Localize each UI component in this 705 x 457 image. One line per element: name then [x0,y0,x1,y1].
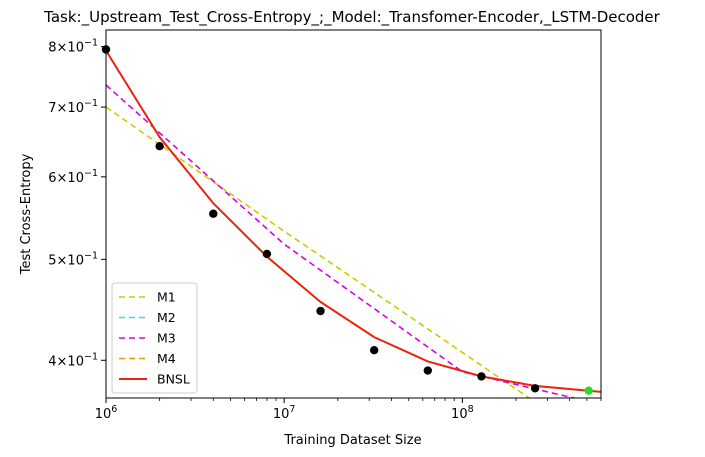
data-point [155,142,164,151]
legend-label-bnsl: BNSL [157,372,190,387]
chart-title: Task:_Upstream_Test_Cross-Entropy_;_Mode… [43,8,660,27]
y-tick-label: 8×10−1 [48,38,98,56]
plot-area [101,29,602,399]
x-axis-label: Training Dataset Size [283,433,421,448]
x-tick-label: 107 [273,404,296,422]
legend-label-m2: M2 [157,310,176,325]
y-axis: 8×10−1 7×10−1 6×10−1 5×10−1 4×10−1 [48,38,106,369]
y-tick-label: 5×10−1 [48,250,98,268]
series-line-m3 [106,84,578,398]
data-point [530,384,540,393]
plot-frame [105,29,602,399]
legend-label-m4: M4 [157,351,176,366]
x-axis: 106 107 108 [95,398,602,422]
legend-frame [111,282,198,394]
data-point [316,306,325,316]
legend-label-m3: M3 [157,331,176,346]
x-tick-label: 106 [95,404,118,422]
y-axis-label: Test Cross-Entropy [19,153,34,275]
y-tick-label: 7×10−1 [48,98,98,116]
data-point [369,346,379,355]
legend: M1 M2 M3 M4 BNSL [111,282,198,394]
series-layer [106,50,601,398]
y-tick-label: 4×10−1 [48,351,98,369]
y-tick-label: 6×10−1 [48,168,98,186]
data-point [262,249,272,259]
series-line-bnsl [106,50,601,393]
data-point [209,209,218,218]
points-layer [101,45,593,395]
data-point [584,386,593,395]
legend-label-m1: M1 [157,290,176,305]
x-tick-label: 108 [451,404,474,422]
data-point [423,366,433,375]
data-point [477,372,486,381]
